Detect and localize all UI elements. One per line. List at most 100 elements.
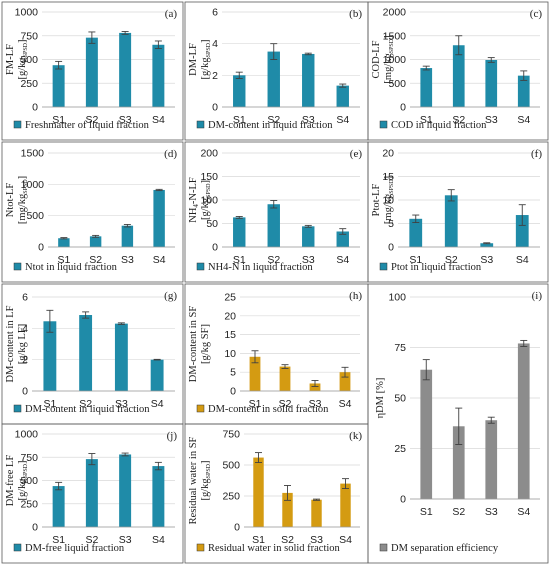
x-tick-label: S2 — [281, 534, 294, 546]
y-tick-label: 6 — [22, 292, 28, 304]
x-tick-label: S3 — [310, 534, 323, 546]
x-tick-label: S1 — [52, 114, 65, 126]
x-tick-label: S2 — [89, 254, 102, 266]
y-tick-label: 15 — [224, 329, 236, 341]
x-tick-label: S2 — [445, 254, 458, 266]
y-axis-unit-close: ] — [17, 176, 28, 180]
y-tick-label: 250 — [20, 498, 38, 510]
y-axis-unit-text: [g/kg — [200, 197, 211, 220]
y-tick-label: 0 — [32, 522, 38, 534]
y-axis-unit-close: ] — [383, 35, 394, 39]
y-axis-unit-close: ] — [200, 460, 211, 464]
panel-frame — [1, 423, 184, 564]
bar-s1 — [52, 486, 65, 527]
bar-s3 — [119, 32, 132, 107]
legend-swatch — [196, 262, 205, 271]
panel-label: (i) — [532, 290, 543, 302]
x-tick-label: S2 — [85, 114, 98, 126]
y-axis-label-text: ηDM [%] — [375, 378, 386, 419]
y-axis-unit-sub: SPSD — [206, 183, 212, 198]
legend-label: DM-content in solid fraction — [208, 404, 329, 415]
y-axis-label: Residual water in SF — [188, 436, 199, 524]
legend-swatch — [379, 120, 388, 129]
panel-label: (h) — [349, 290, 362, 302]
panel-k: 0 250 500 750 S1 S2 S3 S4 (k) Residual water in S… — [184, 423, 369, 564]
bar-s2 — [267, 204, 280, 247]
bar-s3 — [114, 323, 128, 391]
legend-swatch — [379, 262, 388, 271]
panel-frame — [184, 423, 369, 564]
y-axis-label: DM-content in LF — [5, 305, 16, 382]
y-tick-label: 1000 — [15, 7, 39, 19]
x-tick-label: S1 — [420, 114, 433, 126]
y-axis-unit: [g/kgSPSD] — [200, 39, 212, 79]
panel-d: 0 500 1000 1500 S1 S2 S3 S4 (d) Ntot-LF [mg/kgSPSD… — [1, 141, 184, 283]
bar-s1 — [420, 369, 433, 499]
y-axis-label: FM-LF — [5, 44, 16, 75]
y-axis-unit: [mg/kgSPSD] — [383, 35, 395, 83]
y-tick-label: 750 — [20, 452, 38, 464]
x-tick-label: S3 — [485, 506, 498, 518]
y-axis-unit: [g/kgSPSD] — [200, 180, 212, 220]
y-axis-label-text: DM-LF — [188, 43, 199, 76]
panel-frame — [1, 141, 184, 283]
legend-label: DM-free liquid fraction — [25, 543, 125, 554]
x-tick-label: S3 — [121, 254, 134, 266]
y-tick-label: 500 — [388, 78, 406, 90]
y-tick-label: 20 — [224, 310, 236, 322]
y-axis-unit-text: [mg/kg — [383, 53, 394, 84]
x-tick-label: S1 — [57, 254, 70, 266]
bar-s3 — [309, 383, 321, 391]
y-axis-unit-text: [g/kg — [200, 478, 211, 501]
x-tick-label: S1 — [233, 114, 246, 126]
x-tick-label: S3 — [485, 114, 498, 126]
bar-s3 — [485, 59, 498, 107]
legend-label: DM separation efficiency — [391, 543, 499, 554]
x-tick-label: S3 — [309, 398, 322, 410]
legend-swatch — [13, 120, 22, 129]
y-tick-label: 5 — [230, 367, 236, 379]
bar-s1 — [233, 217, 246, 247]
legend-label: Ptot in liquid fraction — [391, 262, 482, 273]
y-axis-label-sub: 4 — [192, 204, 200, 208]
y-axis-unit-close: ] — [200, 180, 211, 184]
bar-s1 — [43, 321, 57, 391]
y-tick-label: 75 — [394, 342, 406, 354]
y-tick-label: 50 — [206, 218, 218, 230]
x-tick-label: S4 — [336, 254, 349, 266]
y-tick-label: 0 — [212, 242, 218, 254]
x-tick-label: S4 — [153, 254, 166, 266]
y-axis-label: ηDM [%] — [375, 378, 386, 419]
panel-label: (d) — [164, 148, 177, 160]
y-tick-label: 500 — [20, 54, 38, 66]
y-tick-label: 1500 — [383, 30, 407, 42]
legend-label: COD in liquid fraction — [391, 120, 487, 131]
y-axis-unit-sub: SPSD — [23, 463, 29, 478]
legend-label: Residual water in solid fraction — [208, 543, 341, 554]
y-tick-label: 5 — [388, 218, 394, 230]
y-axis-unit-text: [g/kg — [17, 57, 28, 80]
bar-s4 — [517, 75, 530, 107]
x-tick-label: S1 — [249, 398, 262, 410]
y-tick-label: 100 — [200, 195, 218, 207]
y-tick-label: 1000 — [21, 179, 45, 191]
x-tick-label: S1 — [52, 534, 65, 546]
bar-s4 — [340, 483, 351, 527]
x-tick-label: S3 — [480, 254, 493, 266]
y-axis-unit-text: [g/kg LF] — [17, 324, 28, 365]
y-tick-label: 10 — [224, 348, 236, 360]
panel-label: (f) — [531, 148, 542, 160]
legend-label: DM-content in liquid fraction — [208, 120, 333, 131]
legend-swatch — [196, 404, 205, 413]
bar-s2 — [282, 492, 293, 527]
y-tick-label: 0 — [38, 242, 44, 254]
bar-s2 — [79, 315, 93, 391]
legend-label: NH4-N in liquid fraction — [208, 262, 313, 273]
x-tick-label: S1 — [409, 254, 422, 266]
x-tick-label: S2 — [267, 254, 280, 266]
y-axis-label: DM-content in SF — [188, 306, 199, 383]
x-tick-label: S3 — [302, 114, 315, 126]
y-axis-unit-sub: SPSD — [389, 179, 395, 194]
y-tick-label: 4 — [212, 38, 218, 50]
